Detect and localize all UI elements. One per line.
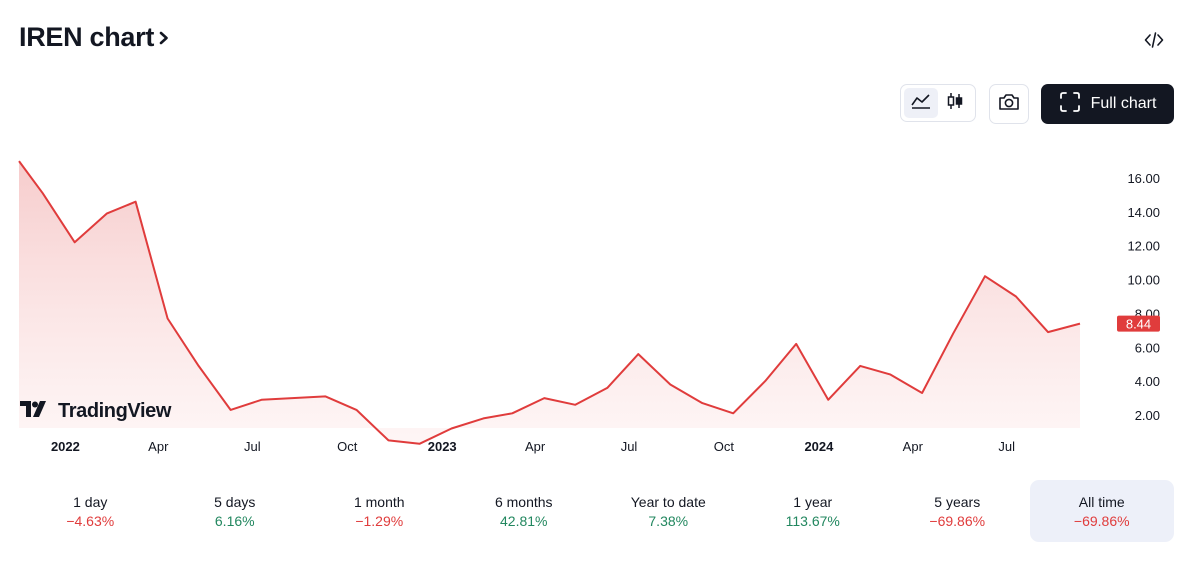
x-tick-label: Jul [998,439,1015,454]
x-tick-label: 2022 [51,439,80,454]
area-chart-icon [910,92,932,115]
y-tick-label: 2.00 [1135,408,1160,423]
candlestick-button[interactable] [938,88,972,118]
y-tick-label: 12.00 [1127,239,1160,254]
period-label: 5 days [214,493,256,510]
period-change: −4.63% [66,512,115,529]
x-tick-label: Apr [525,439,546,454]
page-title[interactable]: IREN chart [19,22,170,53]
area-chart-button[interactable] [904,88,938,118]
period-change: −1.29% [355,512,404,529]
tradingview-mark-icon [20,400,50,423]
x-tick-label: Apr [148,439,169,454]
period-tab[interactable]: 1 day −4.63% [18,480,163,542]
period-tab[interactable]: 5 years −69.86% [885,480,1030,542]
period-label: 1 day [73,493,108,510]
period-change: 7.38% [648,512,689,529]
x-tick-label: Jul [621,439,638,454]
chevron-right-icon[interactable] [158,22,170,53]
period-label: Year to date [630,493,706,510]
full-chart-label: Full chart [1090,95,1157,112]
candlestick-icon [945,91,965,116]
y-tick-label: 4.00 [1135,374,1160,389]
y-tick-label: 14.00 [1127,205,1160,220]
period-change: 42.81% [500,512,548,529]
period-label: 1 month [353,493,405,510]
chart-title[interactable]: IREN chart [19,22,155,52]
period-change: 113.67% [785,512,840,529]
period-label: All time [1078,493,1125,510]
x-tick-label: Apr [903,439,924,454]
code-icon[interactable] [1140,26,1168,54]
period-tab[interactable]: 1 year 113.67% [741,480,886,542]
x-tick-label: 2024 [804,439,834,454]
period-selector: 1 day −4.63% 5 days 6.16% 1 month −1.29% 6 mon… [18,480,1174,542]
x-tick-label: Oct [337,439,358,454]
y-tick-label: 10.00 [1127,273,1160,288]
chart-type-switcher [900,84,976,122]
period-tab[interactable]: All time −69.86% [1029,480,1174,542]
last-price-badge [1117,315,1160,332]
full-chart-button[interactable]: Full chart [1041,84,1174,124]
fullscreen-icon [1059,91,1081,118]
period-tab[interactable]: 5 days 6.16% [163,480,308,542]
x-tick-label: Oct [714,439,735,454]
y-tick-label: 6.00 [1135,340,1160,355]
price-area-fill [19,161,1080,444]
period-tab[interactable]: Year to date 7.38% [596,480,741,542]
period-label: 6 months [494,493,553,510]
snapshot-button[interactable] [989,84,1029,124]
period-label: 1 year [793,493,833,510]
period-tab[interactable]: 1 month −1.29% [307,480,452,542]
period-change: −69.86% [929,512,986,529]
last-price-label: 8.44 [1126,317,1151,332]
camera-icon [997,92,1021,117]
tradingview-logo[interactable]: TradingView [20,400,171,423]
period-tab[interactable]: 6 months 42.81% [452,480,597,542]
period-change: −69.86% [1073,512,1130,529]
period-label: 5 years [934,493,981,510]
y-tick-label: 16.00 [1127,171,1160,186]
tradingview-logo-text: TradingView [58,400,172,422]
period-change: 6.16% [214,512,255,529]
x-tick-label: 2023 [428,439,457,454]
price-line [18,160,1081,445]
x-tick-label: Jul [244,439,261,454]
